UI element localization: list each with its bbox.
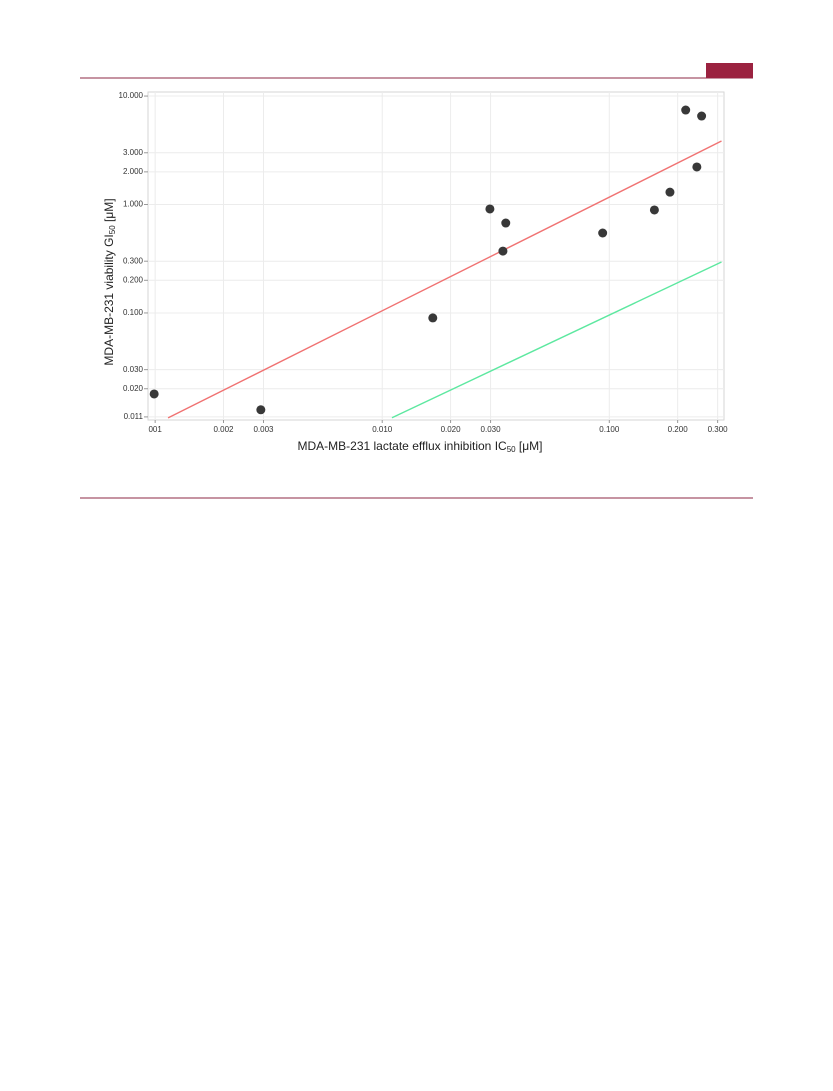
y-tick-label: 0.020	[123, 384, 144, 393]
data-point	[149, 389, 159, 399]
data-point	[256, 405, 266, 415]
x-tick-label: 0.200	[668, 425, 689, 434]
x-tick-label: 0.003	[253, 425, 274, 434]
data-point	[692, 162, 702, 172]
data-point	[501, 218, 511, 228]
data-point	[428, 313, 438, 323]
x-tick-label: 0.010	[372, 425, 393, 434]
data-point	[649, 205, 659, 215]
y-tick-label: 1.000	[123, 200, 144, 209]
x-label-text: MDA-MB-231 lactate efflux inhibition IC	[297, 439, 507, 453]
x-label-subscript: 50	[507, 445, 516, 454]
y-label-text: MDA-MB-231 viability GI	[102, 234, 116, 365]
x-tick-label: 0.300	[708, 425, 729, 434]
y-tick-label: 0.011	[124, 412, 144, 421]
x-tick-label: 0.030	[481, 425, 502, 434]
header-tab	[706, 63, 753, 78]
y-tick-label: 2.000	[123, 167, 144, 176]
y-tick-label: 0.200	[123, 275, 144, 284]
data-point	[498, 246, 508, 256]
data-point	[697, 111, 707, 121]
trend-line	[167, 140, 722, 419]
y-tick-label: 0.030	[123, 365, 144, 374]
y-tick-label: 0.100	[123, 308, 144, 317]
y-axis-label: MDA-MB-231 viability GI50 [μM]	[102, 198, 117, 365]
y-tick-label: 10.000	[119, 91, 144, 100]
x-tick-label: 001	[148, 425, 162, 434]
data-point	[485, 204, 495, 214]
data-point	[598, 228, 608, 238]
y-tick-label: 3.000	[123, 148, 144, 157]
trend-line	[391, 261, 722, 419]
plot-frame	[147, 91, 725, 421]
y-label-unit: [μM]	[102, 198, 116, 225]
data-point	[665, 187, 675, 197]
x-tick-label: 0.100	[599, 425, 620, 434]
x-tick-label: 0.002	[213, 425, 234, 434]
y-label-subscript: 50	[108, 225, 117, 234]
y-tick-label: 0.300	[123, 256, 144, 265]
marks	[149, 105, 722, 419]
data-point	[681, 105, 691, 115]
x-axis-label: MDA-MB-231 lactate efflux inhibition IC5…	[297, 439, 542, 454]
x-tick-label: 0.020	[441, 425, 462, 434]
x-label-unit: [μM]	[516, 439, 543, 453]
